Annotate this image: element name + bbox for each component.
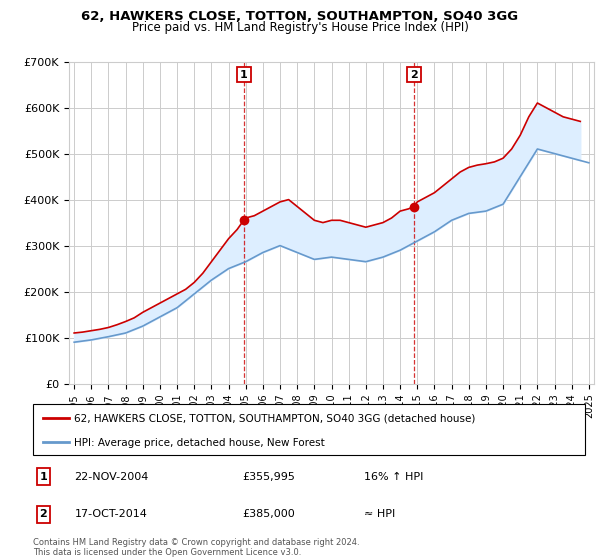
Text: 62, HAWKERS CLOSE, TOTTON, SOUTHAMPTON, SO40 3GG: 62, HAWKERS CLOSE, TOTTON, SOUTHAMPTON, … — [82, 10, 518, 23]
Text: 1: 1 — [40, 472, 47, 482]
Text: 2: 2 — [410, 69, 418, 80]
Text: 16% ↑ HPI: 16% ↑ HPI — [364, 472, 424, 482]
Text: £385,000: £385,000 — [243, 510, 296, 520]
Text: ≈ HPI: ≈ HPI — [364, 510, 395, 520]
Text: Contains HM Land Registry data © Crown copyright and database right 2024.
This d: Contains HM Land Registry data © Crown c… — [33, 538, 359, 557]
Text: 17-OCT-2014: 17-OCT-2014 — [74, 510, 147, 520]
Text: Price paid vs. HM Land Registry's House Price Index (HPI): Price paid vs. HM Land Registry's House … — [131, 21, 469, 34]
Text: 22-NOV-2004: 22-NOV-2004 — [74, 472, 149, 482]
Text: 1: 1 — [240, 69, 248, 80]
Text: 2: 2 — [40, 510, 47, 520]
Text: 62, HAWKERS CLOSE, TOTTON, SOUTHAMPTON, SO40 3GG (detached house): 62, HAWKERS CLOSE, TOTTON, SOUTHAMPTON, … — [74, 413, 476, 423]
FancyBboxPatch shape — [33, 404, 585, 455]
Text: £355,995: £355,995 — [243, 472, 296, 482]
Text: HPI: Average price, detached house, New Forest: HPI: Average price, detached house, New … — [74, 437, 325, 447]
